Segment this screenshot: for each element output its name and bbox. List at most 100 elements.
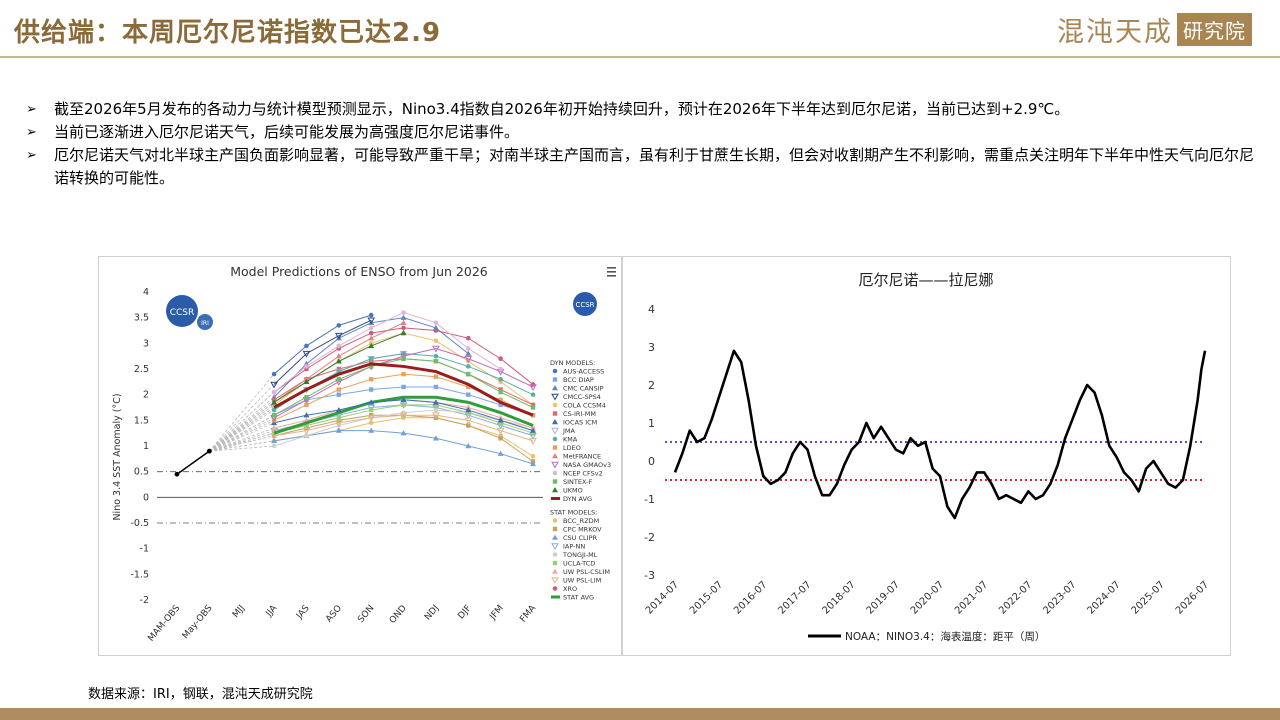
x-tick-label: 2015-07 <box>688 579 725 616</box>
nino34-series-line <box>673 349 1207 520</box>
bullet-list: ➢ 截至2026年5月发布的各动力与统计模型预测显示，Nino3.4指数自2026… <box>26 98 1266 190</box>
series-point <box>271 437 278 444</box>
nino34-panel: 厄尔尼诺——拉尼娜 4 3 2 1 0 -1 -2 -3 2014-07 2015-07 2016… <box>622 256 1231 656</box>
series-point <box>498 389 503 395</box>
series-point <box>368 420 374 426</box>
y-tick-label: 3 <box>143 338 149 349</box>
series-point <box>336 392 342 397</box>
x-tick-label: 2022-07 <box>997 579 1034 616</box>
legend-swatch <box>552 377 558 382</box>
legend-label: XRO <box>563 585 577 593</box>
x-tick-label: JJA <box>264 603 280 620</box>
legend-label: JMA <box>562 427 576 435</box>
legend-header: DYN MODELS: <box>550 359 595 367</box>
fan-line <box>209 435 275 452</box>
fan-line <box>209 432 275 452</box>
series-point <box>401 371 406 377</box>
y-tick-label: -3 <box>644 569 655 582</box>
series-point <box>368 364 374 369</box>
bullet-text: 厄尔尼诺天气对北半球主产国负面影响显著，可能导致严重干旱；对南半球主产国而言，虽… <box>54 146 1255 187</box>
legend-swatch <box>552 411 558 416</box>
series-point <box>271 443 277 449</box>
series-point <box>433 374 439 379</box>
y-tick-label: 0 <box>143 492 149 503</box>
series-point <box>465 346 471 351</box>
series-point <box>399 412 408 420</box>
legend-label: CPC MRKOV <box>563 526 602 534</box>
menu-icon[interactable] <box>607 267 616 277</box>
header-divider <box>0 56 1280 58</box>
arrow-icon: ➢ <box>26 102 37 117</box>
series-point <box>400 330 407 336</box>
fan-line <box>209 427 275 452</box>
legend-swatch <box>552 470 558 476</box>
logo-box: 研究院 <box>1177 12 1252 46</box>
legend-label: DYN AVG <box>563 495 592 503</box>
series-point <box>368 356 374 362</box>
legend-label: COLA CCSM4 <box>563 402 606 410</box>
series-point <box>368 330 374 336</box>
series-point <box>466 392 471 397</box>
legend-swatch <box>552 560 558 566</box>
series-point <box>336 323 342 328</box>
series-point <box>498 356 503 362</box>
series-point <box>432 435 439 441</box>
series-point <box>401 384 406 390</box>
fan-line <box>209 445 275 452</box>
y-tick-label: 2 <box>648 379 655 392</box>
series-point <box>270 381 278 389</box>
y-tick-label: -2 <box>140 595 149 606</box>
series-point <box>432 399 439 405</box>
series-point <box>271 413 277 418</box>
brand-logo: 混沌天成 研究院 <box>1057 12 1252 48</box>
series-point <box>368 312 374 318</box>
legend-label: IOCAS ICM <box>563 419 597 427</box>
legend-label: MetFRANCE <box>563 453 601 461</box>
fan-line <box>209 373 275 452</box>
nino34-chart: 厄尔尼诺——拉尼娜 4 3 2 1 0 -1 -2 -3 2014-07 2015-07 2016… <box>644 271 1211 643</box>
series-point <box>401 402 406 408</box>
series-point <box>302 350 311 358</box>
x-tick-label: 2020-07 <box>909 579 946 616</box>
series-point <box>304 402 309 408</box>
series-point <box>304 364 309 369</box>
series-point <box>465 364 471 369</box>
x-tick-label: SON <box>356 604 376 625</box>
series-point <box>400 314 407 320</box>
enso-prediction-chart: Model Predictions of ENSO from Jun 2026 … <box>112 264 616 644</box>
y-tick-label: 1 <box>143 441 149 452</box>
legend-swatch <box>551 393 559 401</box>
series-point <box>336 415 342 420</box>
y-tick-label: -2 <box>644 531 655 544</box>
series-point <box>530 427 536 433</box>
bullet-item: ➢ 当前已逐渐进入厄尔尼诺天气，后续可能发展为高强度厄尔尼诺事件。 <box>26 121 1266 144</box>
series-point <box>271 389 277 395</box>
legend-swatch <box>552 385 558 391</box>
bullet-item: ➢ 厄尔尼诺天气对北半球主产国负面影响显著，可能导致严重干旱；对南半球主产国而言，… <box>26 144 1266 190</box>
x-tick-label: MJJ <box>231 604 247 620</box>
series-point <box>400 319 407 325</box>
series-point <box>498 366 503 372</box>
series-point <box>497 417 504 423</box>
series-line <box>274 414 534 442</box>
legend-swatch <box>552 436 558 442</box>
series-point <box>271 371 277 377</box>
series-point <box>401 310 406 315</box>
series-point <box>466 410 471 415</box>
y-tick-label: 1 <box>648 417 655 430</box>
series-point <box>498 436 503 441</box>
legend-label: CMC CANSIP <box>563 385 604 393</box>
series-point <box>336 377 342 382</box>
y-tick-label: 3 <box>648 341 655 354</box>
y-tick-label: -0.5 <box>130 518 149 529</box>
legend-label: UCLA-TCD <box>563 560 595 568</box>
legend-swatch <box>551 543 559 551</box>
legend-swatch <box>552 487 558 493</box>
series-point <box>303 378 310 385</box>
legend-header: STAT MODELS: <box>550 509 597 517</box>
series-point <box>304 343 309 349</box>
x-tick-label: OND <box>388 603 409 625</box>
series-point <box>466 423 471 428</box>
legend-label: BCC DIAP <box>563 376 594 384</box>
series-line <box>273 362 534 417</box>
